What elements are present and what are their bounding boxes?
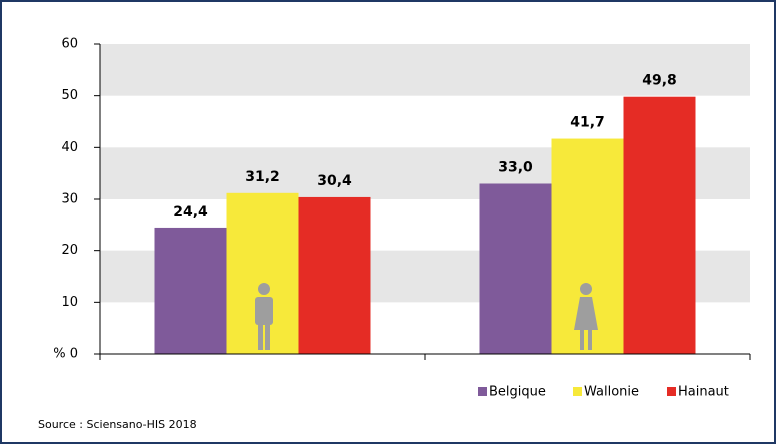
bar	[623, 96, 696, 354]
y-tick-label: 40	[61, 140, 78, 155]
man-icon	[255, 283, 273, 350]
y-tick-label: 20	[61, 243, 78, 258]
value-label: 33,0	[498, 160, 533, 176]
legend-swatch	[667, 387, 676, 396]
legend-swatch	[573, 387, 582, 396]
marks	[154, 96, 696, 354]
grid-band	[100, 44, 750, 96]
y-tick-label: 30	[61, 192, 78, 207]
bar	[298, 196, 371, 354]
legend-label: Belgique	[489, 385, 546, 400]
legend-swatch	[478, 387, 487, 396]
legend-label: Hainaut	[678, 385, 729, 400]
woman-icon	[574, 283, 598, 350]
y-tick-label: 60	[61, 37, 78, 52]
bar	[154, 227, 227, 354]
value-label: 41,7	[570, 115, 605, 131]
value-label: 30,4	[317, 173, 352, 189]
bar	[479, 183, 552, 354]
value-label: 31,2	[245, 169, 280, 185]
y-tick-label: 50	[61, 88, 78, 103]
value-label: 49,8	[642, 73, 677, 89]
value-label: 24,4	[173, 204, 208, 220]
y-tick-label: % 0	[53, 347, 78, 362]
legend-label: Wallonie	[584, 385, 639, 400]
source-note: Source : Sciensano-HIS 2018	[38, 418, 197, 431]
y-tick-label: 10	[61, 295, 78, 310]
